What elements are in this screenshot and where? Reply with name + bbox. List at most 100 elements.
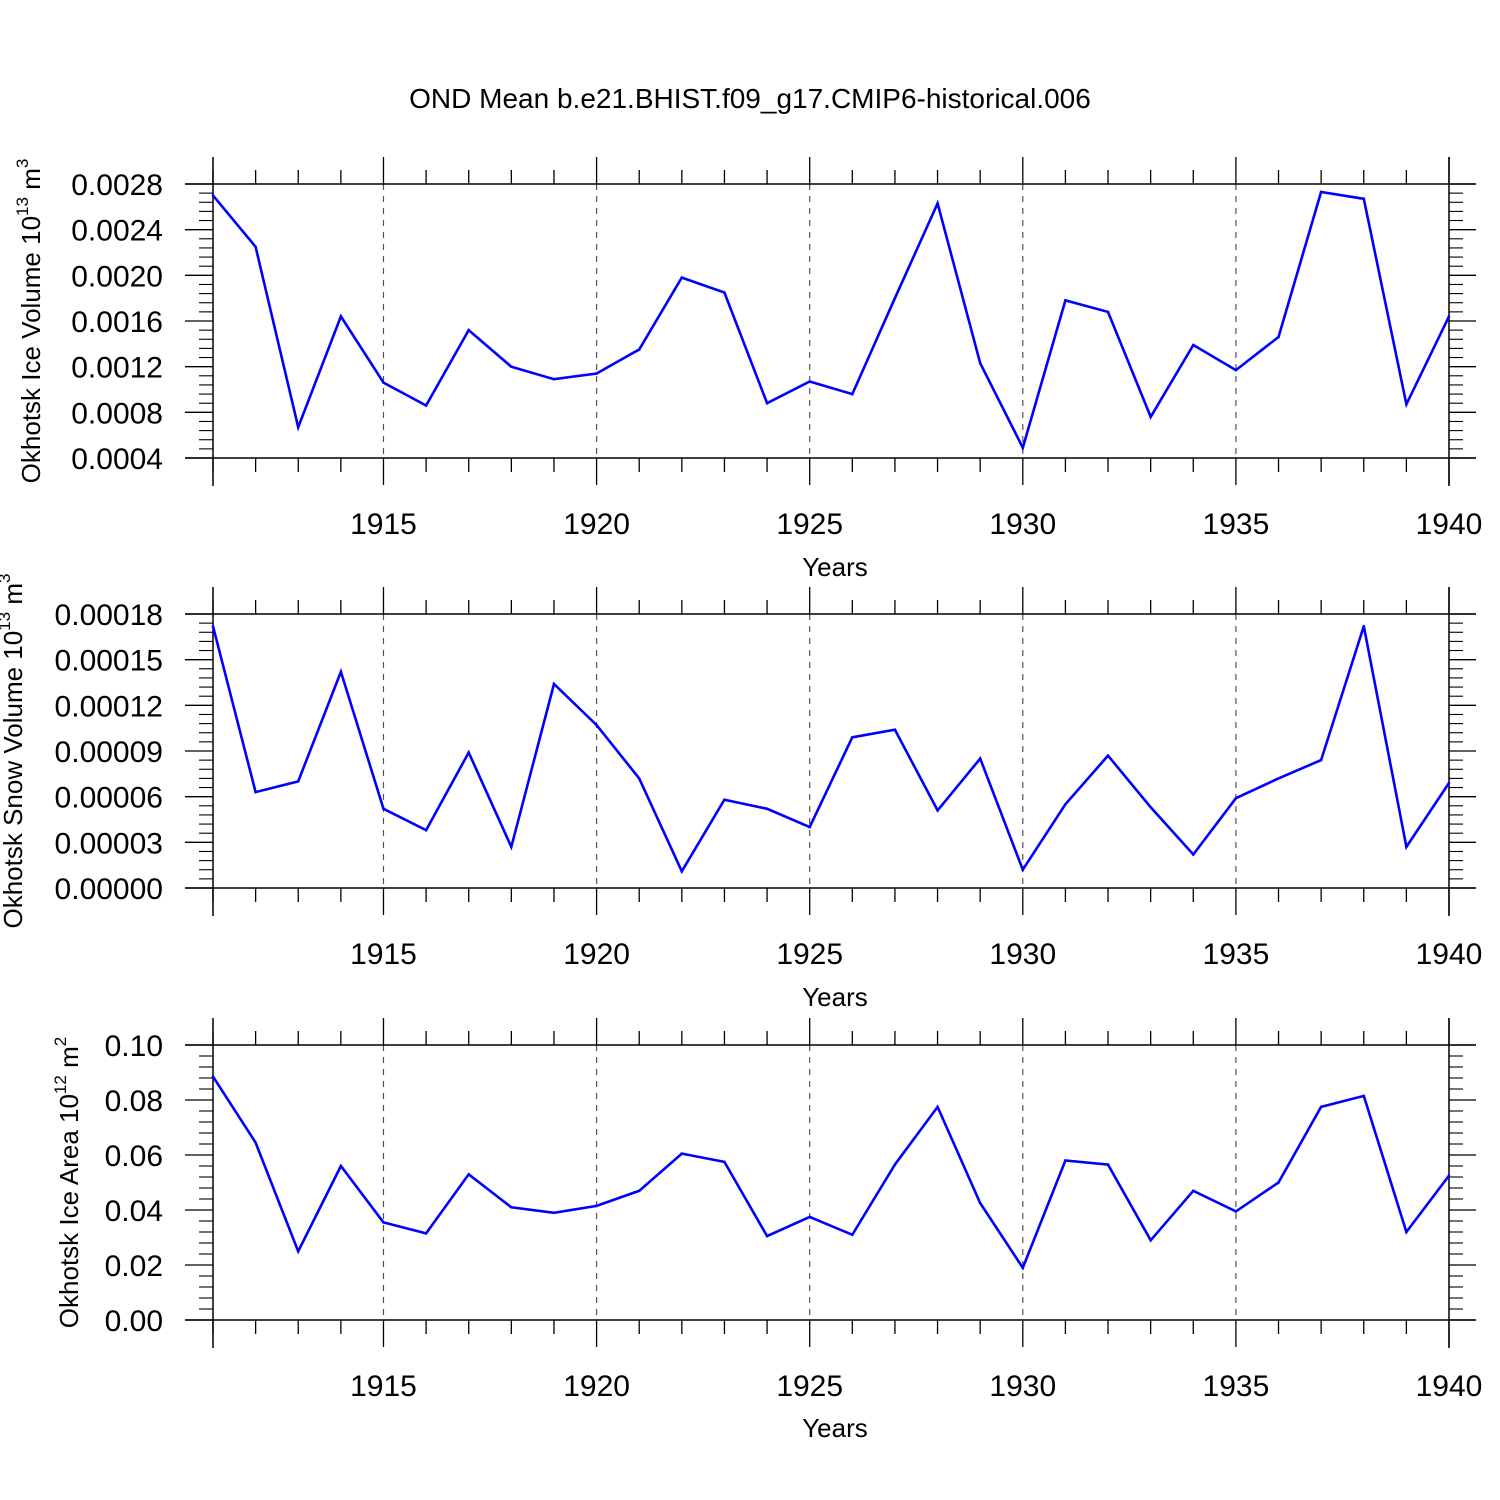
- data-point: [1234, 1210, 1238, 1213]
- x-tick-label: 1920: [563, 938, 630, 971]
- data-point: [552, 682, 556, 686]
- y-tick-label: 0.00015: [55, 645, 163, 678]
- data-point: [978, 757, 982, 760]
- data-point: [637, 348, 641, 351]
- x-tick-label: 1930: [989, 508, 1056, 541]
- data-point: [1234, 368, 1238, 372]
- x-tick-label: 1915: [350, 938, 417, 971]
- data-point: [1106, 310, 1110, 314]
- y-axis-label: Okhotsk Ice Area 1012 m2: [51, 1037, 84, 1328]
- data-point: [680, 870, 684, 873]
- data-point: [637, 777, 641, 780]
- data-point: [211, 624, 215, 628]
- data-point: [382, 381, 385, 384]
- x-tick-label: 1930: [989, 938, 1056, 971]
- y-tick-label: 0.00006: [55, 782, 163, 815]
- data-point: [510, 845, 513, 849]
- data-point: [765, 807, 769, 811]
- x-tick-label: 1920: [563, 508, 630, 541]
- data-point: [296, 425, 300, 429]
- data-point: [1106, 754, 1110, 757]
- data-point: [467, 328, 471, 332]
- data-point: [1405, 1230, 1408, 1234]
- data-point: [765, 1234, 769, 1238]
- data-point: [936, 202, 939, 205]
- y-tick-label: 0.04: [105, 1195, 163, 1228]
- data-point: [808, 380, 811, 383]
- data-point: [1021, 446, 1025, 450]
- x-tick-label: 1935: [1203, 508, 1270, 541]
- data-point: [254, 790, 257, 794]
- x-axis-label: Years: [802, 1413, 868, 1443]
- y-tick-label: 0.10: [105, 1030, 163, 1063]
- y-tick-label: 0.0012: [71, 352, 163, 385]
- data-point: [680, 276, 684, 279]
- data-point: [1447, 1174, 1451, 1177]
- data-point: [1362, 197, 1366, 201]
- data-point: [893, 728, 897, 731]
- data-point: [211, 1075, 215, 1078]
- data-point: [552, 1211, 556, 1215]
- x-tick-label: 1925: [776, 1370, 843, 1403]
- y-tick-label: 0.0024: [71, 215, 163, 248]
- y-tick-label: 0.08: [105, 1085, 163, 1118]
- data-point: [339, 315, 343, 318]
- data-point: [723, 291, 726, 294]
- data-point: [1447, 315, 1451, 318]
- data-point: [978, 1201, 982, 1205]
- data-point: [723, 798, 726, 801]
- y-tick-label: 0.0028: [71, 169, 163, 202]
- y-tick-label: 0.00009: [55, 736, 163, 769]
- series-line: [211, 1075, 1451, 1271]
- data-point: [1362, 624, 1366, 628]
- data-point: [808, 825, 811, 829]
- data-point: [1192, 343, 1195, 347]
- x-tick-label: 1940: [1416, 508, 1483, 541]
- data-point: [211, 194, 215, 197]
- data-point: [1064, 1159, 1067, 1162]
- data-point: [851, 736, 854, 739]
- data-point: [424, 1232, 428, 1235]
- data-point: [1277, 335, 1280, 339]
- data-point: [552, 377, 556, 381]
- data-point: [1319, 1105, 1323, 1109]
- data-point: [510, 1206, 513, 1209]
- data-point: [339, 1164, 343, 1168]
- data-point: [680, 1152, 684, 1155]
- data-point: [467, 751, 471, 754]
- data-point: [254, 245, 257, 249]
- data-point: [637, 1189, 641, 1193]
- x-axis-label: Years: [802, 552, 868, 582]
- data-point: [1234, 796, 1238, 800]
- data-point: [595, 372, 598, 375]
- data-point: [254, 1141, 257, 1144]
- data-point: [893, 296, 897, 300]
- y-tick-label: 0.00000: [55, 873, 163, 906]
- data-point: [808, 1215, 811, 1219]
- y-tick-label: 0.00003: [55, 827, 163, 860]
- data-point: [1277, 1181, 1280, 1184]
- data-point: [1362, 1094, 1366, 1098]
- data-point: [1149, 806, 1152, 809]
- x-tick-label: 1925: [776, 938, 843, 971]
- data-point: [936, 809, 939, 812]
- x-tick-label: 1935: [1203, 938, 1270, 971]
- data-point: [1021, 1266, 1025, 1270]
- data-point: [1106, 1163, 1110, 1166]
- data-point: [1064, 803, 1067, 806]
- data-point: [978, 361, 982, 365]
- y-tick-label: 0.00012: [55, 690, 163, 723]
- data-point: [424, 404, 428, 407]
- data-point: [382, 807, 385, 811]
- y-tick-label: 0.02: [105, 1250, 163, 1283]
- data-point: [296, 780, 300, 783]
- x-tick-label: 1930: [989, 1370, 1056, 1403]
- data-point: [851, 392, 854, 396]
- data-point: [1064, 299, 1067, 302]
- data-point: [296, 1250, 300, 1253]
- x-tick-label: 1920: [563, 1370, 630, 1403]
- data-point: [851, 1233, 854, 1237]
- data-point: [1319, 190, 1323, 194]
- series-line: [211, 190, 1451, 452]
